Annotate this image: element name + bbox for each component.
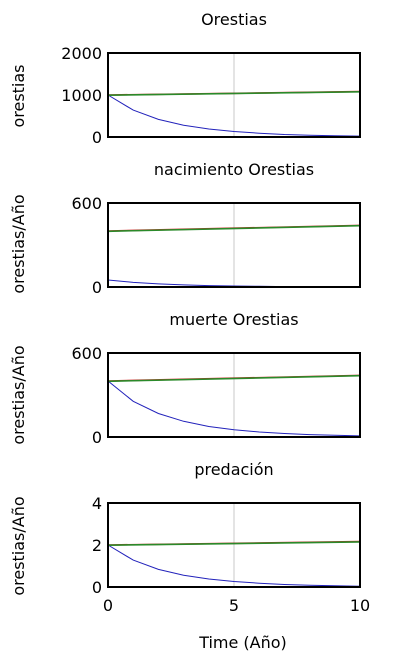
y-tick-label: 0 (92, 128, 102, 147)
x-tick-label: 5 (229, 596, 239, 615)
x-axis-label: Time (Año) (198, 633, 287, 652)
panel-predacion: predación orestias/Año 4 2 0 0 5 10 Time… (9, 460, 370, 652)
plot-frame (107, 52, 361, 138)
y-tick-label: 0 (92, 578, 102, 597)
y-axis-label: orestias/Año (9, 496, 28, 595)
series-line (107, 374, 361, 383)
series-line (107, 224, 361, 233)
plot-area (107, 52, 361, 138)
panel-nacimiento-orestias: nacimiento Orestias orestias/Año 600 0 (9, 160, 361, 297)
y-tick-label: 600 (71, 344, 102, 363)
y-tick-label: 2000 (61, 44, 102, 63)
y-axis-label: orestias/Año (9, 345, 28, 444)
panel-title: muerte Orestias (169, 310, 298, 329)
series-line (107, 94, 361, 137)
panel-title: Orestias (201, 10, 267, 29)
y-tick-label: 4 (92, 494, 102, 513)
plot-frame (107, 202, 361, 288)
series-line (107, 380, 361, 437)
x-tick-label: 0 (103, 596, 113, 615)
plot-frame (107, 352, 361, 438)
series-line (107, 91, 361, 96)
y-tick-label: 0 (92, 278, 102, 297)
plot-area (107, 202, 361, 288)
y-tick-label: 2 (92, 536, 102, 555)
plot-area (107, 352, 361, 438)
panel-orestias: Orestias orestias 2000 1000 0 (9, 10, 361, 147)
panel-title: predación (194, 460, 273, 479)
series-line (107, 544, 361, 587)
series-line (107, 541, 361, 546)
y-tick-label: 1000 (61, 86, 102, 105)
plot-frame (107, 502, 361, 588)
panel-title: nacimiento Orestias (154, 160, 314, 179)
plot-area (107, 502, 361, 588)
panel-muerte-orestias: muerte Orestias orestias/Año 600 0 (9, 310, 361, 447)
y-axis-label: orestias/Año (9, 194, 28, 293)
y-tick-label: 600 (71, 194, 102, 213)
y-tick-label: 0 (92, 428, 102, 447)
y-axis-label: orestias (9, 64, 28, 127)
x-tick-label: 10 (350, 596, 370, 615)
